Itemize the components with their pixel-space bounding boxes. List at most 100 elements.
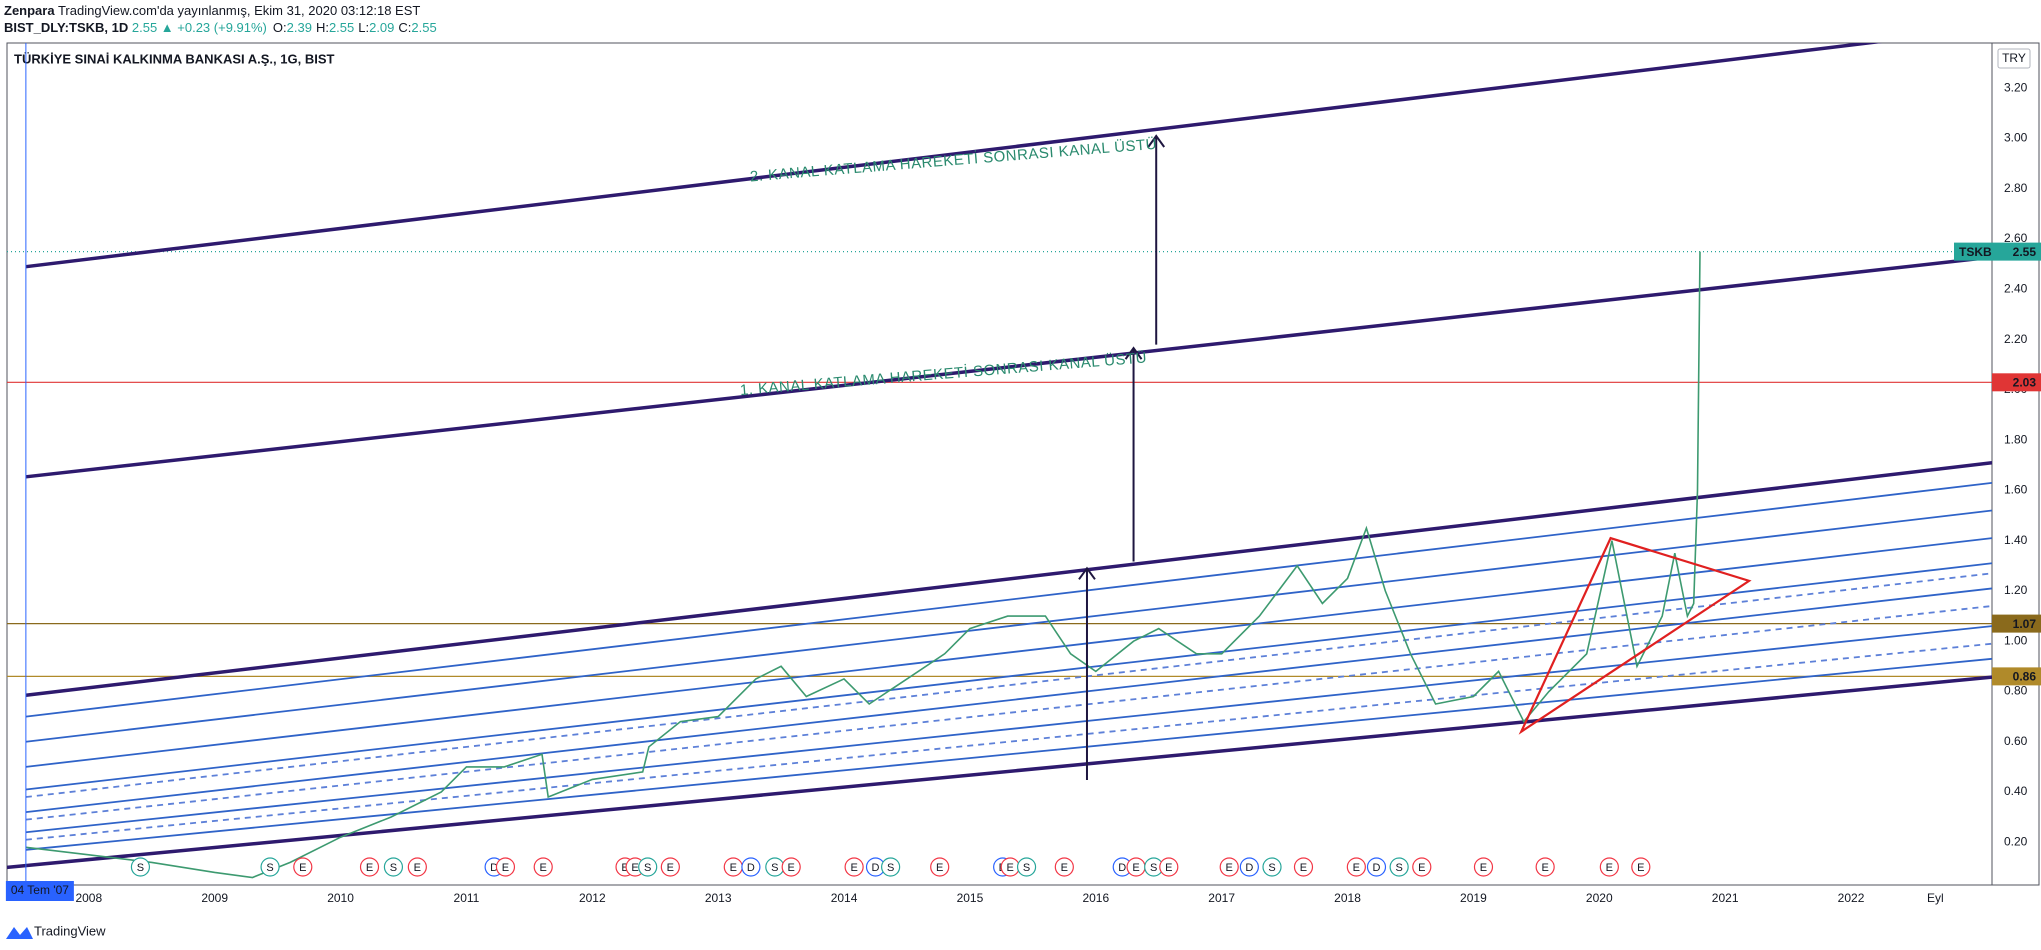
price-tag — [1992, 667, 2041, 686]
event-label: S — [644, 862, 651, 874]
event-label: E — [414, 862, 421, 874]
y-tick-label: 1.20 — [2004, 583, 2028, 597]
event-label: E — [730, 862, 737, 874]
x-tick-label: 2008 — [75, 891, 102, 905]
trend-line — [25, 481, 1992, 718]
event-marker — [1219, 857, 1239, 877]
event-marker — [1389, 857, 1409, 877]
event-marker — [1346, 857, 1366, 877]
x-tick-label: 2016 — [1082, 891, 1109, 905]
event-label: S — [390, 862, 397, 874]
y-tick-label: 3.20 — [2004, 80, 2028, 94]
overlay: 0.200.400.600.801.001.201.401.601.802.00… — [5, 80, 2041, 905]
price-line — [25, 251, 1701, 879]
x-tick-label: 2015 — [957, 891, 984, 905]
ohlc-key: L: — [358, 20, 369, 35]
x-tick-label: 2014 — [831, 891, 858, 905]
event-label: E — [621, 862, 628, 874]
trend-line — [25, 537, 1992, 768]
y-tick-label: 2.40 — [2004, 281, 2028, 295]
event-label: E — [502, 862, 509, 874]
event-marker — [1599, 857, 1619, 877]
event-marker — [1473, 857, 1494, 877]
x-tick-label: 2020 — [1586, 891, 1613, 905]
event-label: E — [1226, 862, 1233, 874]
event-label: E — [366, 862, 373, 874]
crosshair-label: 04 Tem '07 — [11, 883, 69, 897]
event-marker — [383, 857, 404, 877]
y-tick-label: 0.60 — [2004, 734, 2028, 748]
ohlc-value: 2.09 — [369, 20, 394, 35]
event-marker — [260, 857, 280, 877]
trend-line — [25, 562, 1992, 791]
x-tick-label: 2011 — [454, 891, 480, 905]
event-label: E — [936, 862, 943, 874]
event-marker — [130, 857, 151, 877]
x-tick-label: 2017 — [1208, 891, 1235, 905]
event-label: D — [747, 862, 755, 874]
trend-line — [25, 509, 1992, 743]
arrow-head — [1124, 346, 1143, 360]
event-marker — [1366, 857, 1387, 877]
event-label: E — [850, 862, 857, 874]
y-tick-label: 1.60 — [2004, 483, 2028, 497]
trend-line — [7, 675, 1992, 870]
trend-line — [25, 657, 1992, 851]
ohlc-key: O: — [273, 20, 287, 35]
event-marker — [781, 857, 801, 877]
event-marker — [1535, 857, 1555, 877]
event-label: S — [1268, 862, 1275, 874]
event-marker — [1293, 857, 1314, 877]
x-tick-label: 2021 — [1712, 891, 1739, 905]
event-label: S — [887, 862, 894, 874]
event-label: S — [266, 862, 273, 874]
event-marker — [1239, 857, 1259, 877]
event-label: E — [1637, 862, 1644, 874]
event-label: E — [1541, 862, 1548, 874]
event-label: S — [1395, 862, 1402, 874]
logo-mark — [6, 927, 33, 939]
event-marker — [407, 857, 427, 877]
event-label: S — [1023, 862, 1030, 874]
event-marker — [1262, 857, 1282, 877]
event-label: E — [1480, 862, 1487, 874]
trend-line — [25, 587, 1992, 814]
price-tag — [1992, 373, 2041, 392]
event-marker — [1016, 857, 1037, 877]
event-marker — [638, 857, 658, 877]
event-label: D — [490, 862, 498, 874]
x-tick-label: 2019 — [1460, 891, 1487, 905]
event-label: E — [1007, 862, 1014, 874]
event-marker — [741, 857, 761, 877]
author: Zenpara — [4, 3, 55, 18]
chart-frame — [6, 42, 2040, 886]
event-marker — [495, 857, 516, 877]
event-label: D — [1373, 862, 1381, 874]
x-tick-label: 2012 — [579, 891, 606, 905]
event-label: S — [1150, 862, 1157, 874]
ohlc-value: 2.39 — [287, 20, 312, 35]
y-tick-label: 2.80 — [2004, 181, 2028, 195]
event-label: E — [299, 862, 306, 874]
y-tick-label: 3.00 — [2004, 131, 2028, 145]
arrow-head — [1078, 566, 1096, 580]
ohlc-value: 2.55 — [329, 20, 354, 35]
brand-logo: TradingView — [6, 923, 106, 939]
price-tag — [1992, 614, 2041, 633]
y-tick-label: 2.60 — [2004, 231, 2028, 245]
price-tag-value: 2.55 — [2013, 245, 2037, 259]
brand: TradingView — [34, 923, 106, 938]
header-line-1: Zenpara TradingView.com'da yayınlanmış, … — [4, 3, 420, 18]
x-tick-label: 2018 — [1334, 891, 1361, 905]
event-marker — [293, 857, 313, 877]
trend-line — [25, 255, 1992, 479]
published: TradingView.com'da yayınlanmış, Ekim 31,… — [58, 3, 420, 18]
price-tag-value: 2.03 — [2013, 375, 2037, 389]
event-label: E — [1132, 862, 1139, 874]
event-label: E — [540, 862, 547, 874]
crosshair-label-box — [5, 881, 74, 901]
price-tag — [1954, 242, 2041, 261]
currency: TRY — [2002, 51, 2026, 65]
event-marker — [533, 857, 553, 877]
event-label: E — [1300, 862, 1307, 874]
